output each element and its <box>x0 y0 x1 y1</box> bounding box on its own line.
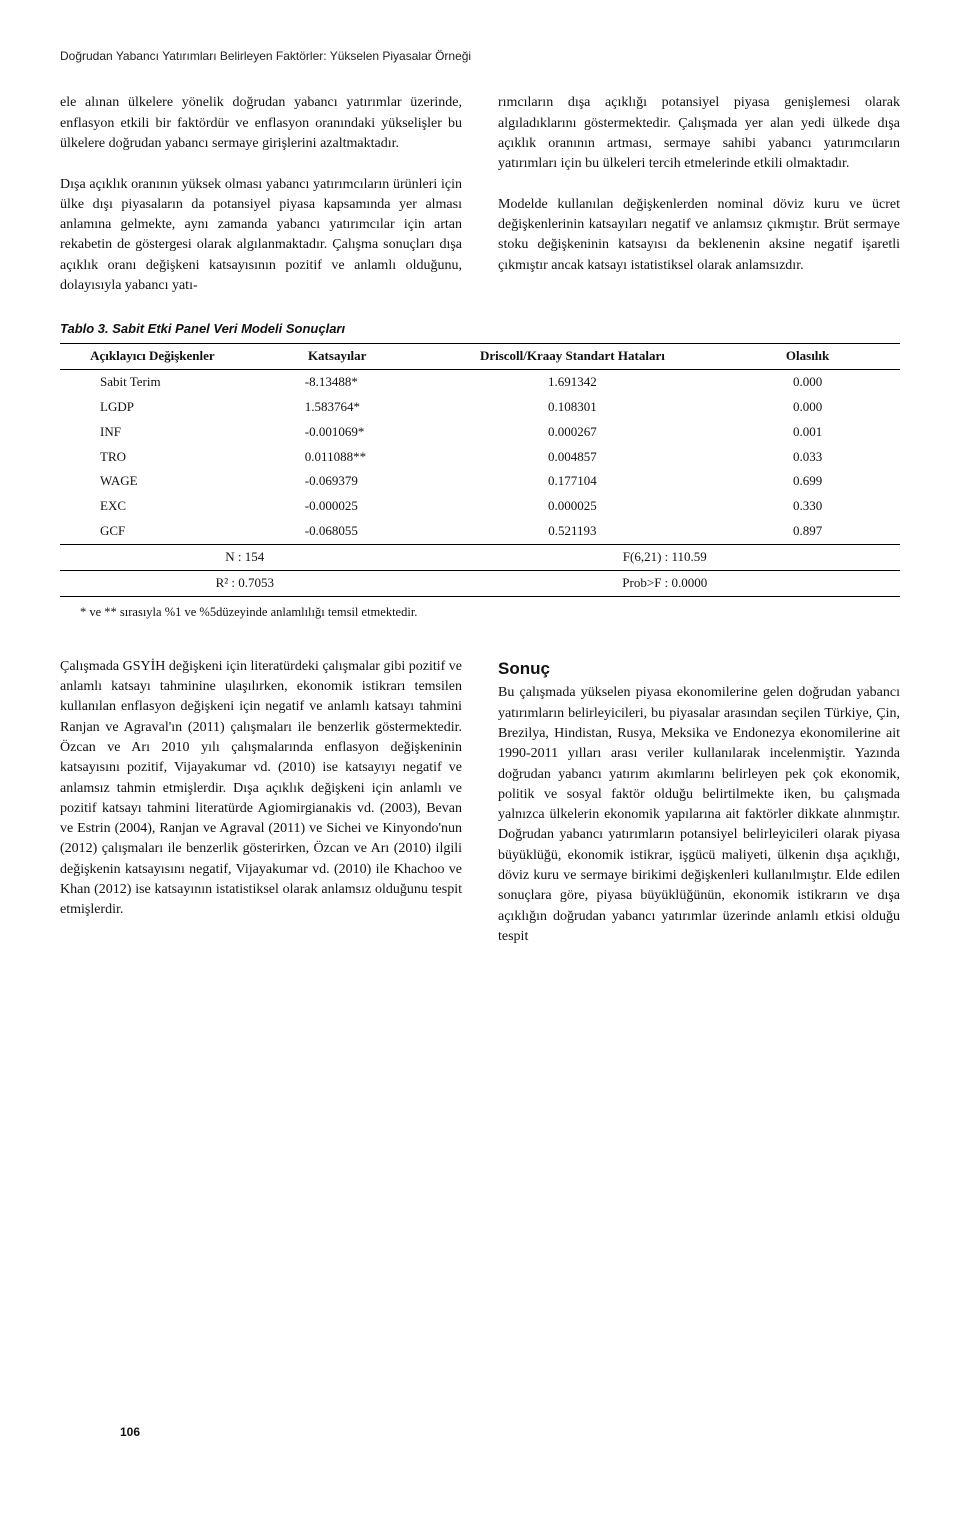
bottom-two-columns: Çalışmada GSYİH değişkeni için literatür… <box>60 657 900 948</box>
cell-se: 0.004857 <box>430 445 716 470</box>
table-footnote: * ve ** sırasıyla %1 ve %5düzeyinde anla… <box>80 603 900 621</box>
col-header-p: Olasılık <box>715 344 900 370</box>
cell-var: INF <box>60 420 245 445</box>
top-two-columns: ele alınan ülkelere yönelik doğrudan yab… <box>60 93 900 296</box>
bottom-left-paragraph: Çalışmada GSYİH değişkeni için literatür… <box>60 657 462 921</box>
cell-se: 0.000025 <box>430 494 716 519</box>
col-header-coef: Katsayılar <box>245 344 430 370</box>
table-caption: Tablo 3. Sabit Etki Panel Veri Modeli So… <box>60 320 900 339</box>
cell-coef: -8.13488* <box>245 370 430 395</box>
section-heading-sonuc: Sonuç <box>498 657 900 682</box>
cell-se: 0.521193 <box>430 519 716 544</box>
footer-f: F(6,21) : 110.59 <box>430 544 900 570</box>
cell-coef: -0.068055 <box>245 519 430 544</box>
footer-n: N : 154 <box>60 544 430 570</box>
top-left-column: ele alınan ülkelere yönelik doğrudan yab… <box>60 93 462 296</box>
cell-coef: 1.583764* <box>245 395 430 420</box>
cell-p: 0.033 <box>715 445 900 470</box>
results-table: Açıklayıcı Değişkenler Katsayılar Drisco… <box>60 343 900 596</box>
cell-p: 0.897 <box>715 519 900 544</box>
cell-coef: 0.011088** <box>245 445 430 470</box>
col-header-var: Açıklayıcı Değişkenler <box>60 344 245 370</box>
cell-p: 0.330 <box>715 494 900 519</box>
table-row: EXC -0.000025 0.000025 0.330 <box>60 494 900 519</box>
cell-var: EXC <box>60 494 245 519</box>
top-right-column: rımcıların dışa açıklığı potansiyel piya… <box>498 93 900 296</box>
col-header-se: Driscoll/Kraay Standart Hataları <box>430 344 716 370</box>
footer-r2: R² : 0.7053 <box>60 570 430 596</box>
top-right-paragraph: rımcıların dışa açıklığı potansiyel piya… <box>498 93 900 276</box>
cell-var: Sabit Terim <box>60 370 245 395</box>
cell-var: LGDP <box>60 395 245 420</box>
bottom-left-column: Çalışmada GSYİH değişkeni için literatür… <box>60 657 462 948</box>
table-row: INF -0.001069* 0.000267 0.001 <box>60 420 900 445</box>
table-row: WAGE -0.069379 0.177104 0.699 <box>60 469 900 494</box>
cell-coef: -0.001069* <box>245 420 430 445</box>
cell-coef: -0.000025 <box>245 494 430 519</box>
table-row: Sabit Terim -8.13488* 1.691342 0.000 <box>60 370 900 395</box>
cell-p: 0.000 <box>715 370 900 395</box>
table-body: Sabit Terim -8.13488* 1.691342 0.000 LGD… <box>60 370 900 597</box>
top-left-paragraph: ele alınan ülkelere yönelik doğrudan yab… <box>60 93 462 296</box>
cell-se: 1.691342 <box>430 370 716 395</box>
cell-var: GCF <box>60 519 245 544</box>
cell-p: 0.699 <box>715 469 900 494</box>
cell-p: 0.000 <box>715 395 900 420</box>
table-row: GCF -0.068055 0.521193 0.897 <box>60 519 900 544</box>
cell-se: 0.177104 <box>430 469 716 494</box>
table-row: LGDP 1.583764* 0.108301 0.000 <box>60 395 900 420</box>
table-row: TRO 0.011088** 0.004857 0.033 <box>60 445 900 470</box>
footer-probf: Prob>F : 0.0000 <box>430 570 900 596</box>
cell-var: WAGE <box>60 469 245 494</box>
table-footer-row: N : 154 F(6,21) : 110.59 <box>60 544 900 570</box>
cell-coef: -0.069379 <box>245 469 430 494</box>
table-footer-row: R² : 0.7053 Prob>F : 0.0000 <box>60 570 900 596</box>
cell-se: 0.108301 <box>430 395 716 420</box>
page-number: 106 <box>120 1424 140 1441</box>
bottom-right-column: Sonuç Bu çalışmada yükselen piyasa ekono… <box>498 657 900 948</box>
cell-p: 0.001 <box>715 420 900 445</box>
cell-var: TRO <box>60 445 245 470</box>
cell-se: 0.000267 <box>430 420 716 445</box>
running-title: Doğrudan Yabancı Yatırımları Belirleyen … <box>60 48 900 65</box>
bottom-right-paragraph: Bu çalışmada yükselen piyasa ekonomileri… <box>498 683 900 947</box>
